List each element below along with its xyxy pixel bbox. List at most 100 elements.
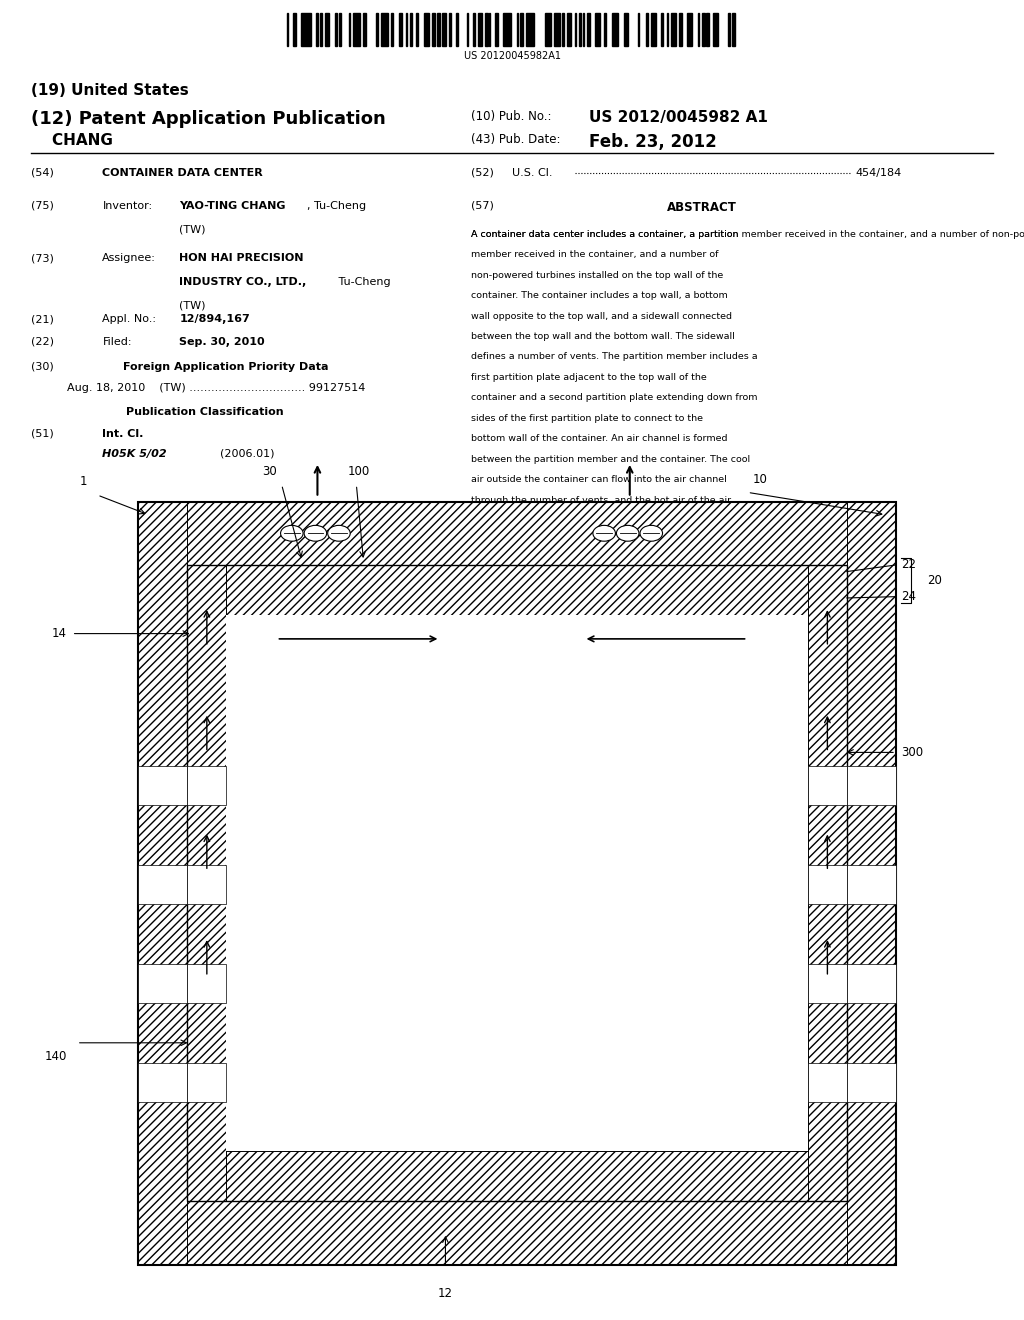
Bar xyxy=(187,1063,226,1102)
Text: container and a second partition plate extending down from: container and a second partition plate e… xyxy=(471,393,758,403)
Text: INDUSTRY CO., LTD.,: INDUSTRY CO., LTD., xyxy=(179,277,306,288)
Bar xyxy=(562,13,564,46)
Ellipse shape xyxy=(304,525,327,541)
Bar xyxy=(728,13,730,46)
Text: sides of the first partition plate to connect to the: sides of the first partition plate to co… xyxy=(471,414,703,422)
Bar xyxy=(442,13,445,46)
Bar xyxy=(416,13,418,46)
Bar xyxy=(707,13,709,46)
Ellipse shape xyxy=(281,525,303,541)
Bar xyxy=(187,964,226,1003)
Bar xyxy=(187,565,226,1201)
Text: Feb. 23, 2012: Feb. 23, 2012 xyxy=(589,133,717,152)
Bar xyxy=(579,13,581,46)
Bar xyxy=(398,13,402,46)
Bar xyxy=(679,13,682,46)
Bar xyxy=(301,13,310,46)
Bar xyxy=(381,13,388,46)
Bar xyxy=(187,1151,847,1201)
Text: wall opposite to the top wall, and a sidewall connected: wall opposite to the top wall, and a sid… xyxy=(471,312,732,321)
Text: 454/184: 454/184 xyxy=(855,168,901,178)
Text: 100: 100 xyxy=(348,465,371,478)
Bar xyxy=(321,13,322,46)
Text: US 20120045982A1: US 20120045982A1 xyxy=(464,51,560,62)
Bar xyxy=(808,1063,847,1102)
Text: Foreign Application Priority Data: Foreign Application Priority Data xyxy=(123,362,328,372)
Text: Appl. No.:: Appl. No.: xyxy=(102,314,157,325)
Bar xyxy=(671,13,676,46)
Bar xyxy=(612,13,618,46)
Text: YAO-TING CHANG: YAO-TING CHANG xyxy=(179,201,286,211)
Text: 10: 10 xyxy=(753,473,768,486)
Bar xyxy=(651,13,655,46)
Bar xyxy=(432,13,434,46)
Text: channel flows out of the container through the number of: channel flows out of the container throu… xyxy=(471,516,744,525)
Bar xyxy=(411,13,413,46)
Bar xyxy=(808,565,847,1201)
Bar xyxy=(138,502,896,1265)
Text: (TW): (TW) xyxy=(179,224,206,235)
Text: (54): (54) xyxy=(31,168,53,178)
Bar xyxy=(503,13,511,46)
Text: Publication Classification: Publication Classification xyxy=(126,407,284,417)
Bar xyxy=(424,13,429,46)
Text: (51): (51) xyxy=(31,429,53,440)
Text: (73): (73) xyxy=(31,253,53,264)
Text: Assignee:: Assignee: xyxy=(102,253,157,264)
Text: Tu-Cheng: Tu-Cheng xyxy=(335,277,390,288)
Text: air outside the container can flow into the air channel: air outside the container can flow into … xyxy=(471,475,727,484)
Bar xyxy=(495,13,498,46)
Text: (57): (57) xyxy=(471,201,494,211)
Text: Inventor:: Inventor: xyxy=(102,201,153,211)
Bar xyxy=(808,865,847,904)
Bar xyxy=(293,13,296,46)
Bar xyxy=(287,13,288,46)
Bar xyxy=(662,13,663,46)
Bar xyxy=(457,13,459,46)
Bar xyxy=(517,13,518,46)
Text: 12/894,167: 12/894,167 xyxy=(179,314,250,325)
Text: non-powered turbines.: non-powered turbines. xyxy=(471,537,579,545)
Text: (2006.01): (2006.01) xyxy=(220,449,274,459)
Bar xyxy=(348,13,350,46)
Text: through the number of vents, and the hot air of the air: through the number of vents, and the hot… xyxy=(471,496,731,504)
Text: 1: 1 xyxy=(80,475,87,488)
Bar xyxy=(588,13,590,46)
Text: Sep. 30, 2010: Sep. 30, 2010 xyxy=(179,337,265,347)
Bar xyxy=(467,13,468,46)
Bar xyxy=(138,1063,187,1102)
Text: 30: 30 xyxy=(262,465,276,478)
Bar xyxy=(808,766,847,805)
Bar xyxy=(138,502,896,1265)
Text: US 2012/0045982 A1: US 2012/0045982 A1 xyxy=(589,110,768,124)
Bar xyxy=(187,865,226,904)
Bar xyxy=(339,13,341,46)
Bar xyxy=(847,964,896,1003)
Text: (19) United States: (19) United States xyxy=(31,83,188,98)
Text: , Tu-Cheng: , Tu-Cheng xyxy=(307,201,367,211)
Bar xyxy=(138,865,187,904)
Bar xyxy=(362,13,366,46)
Bar xyxy=(478,13,481,46)
Bar xyxy=(437,13,439,46)
Text: 20: 20 xyxy=(927,574,942,587)
Bar xyxy=(667,13,668,46)
Text: bottom wall of the container. An air channel is formed: bottom wall of the container. An air cha… xyxy=(471,434,727,444)
Bar xyxy=(575,13,577,46)
Text: (10) Pub. No.:: (10) Pub. No.: xyxy=(471,110,552,123)
Bar xyxy=(138,1201,896,1265)
Text: Aug. 18, 2010    (TW) ................................ 99127514: Aug. 18, 2010 (TW) .....................… xyxy=(67,383,365,393)
Text: first partition plate adjacent to the top wall of the: first partition plate adjacent to the to… xyxy=(471,374,707,381)
Text: CHANG: CHANG xyxy=(31,133,113,148)
Bar xyxy=(847,766,896,805)
Text: member received in the container, and a number of: member received in the container, and a … xyxy=(471,251,719,259)
Bar xyxy=(485,13,487,46)
Text: HON HAI PRECISION: HON HAI PRECISION xyxy=(179,253,304,264)
Bar xyxy=(638,13,639,46)
Text: 12: 12 xyxy=(438,1287,453,1300)
Text: (52): (52) xyxy=(471,168,494,178)
Text: (43) Pub. Date:: (43) Pub. Date: xyxy=(471,133,560,147)
Bar xyxy=(545,13,551,46)
Text: defines a number of vents. The partition member includes a: defines a number of vents. The partition… xyxy=(471,352,758,362)
Bar xyxy=(406,13,408,46)
